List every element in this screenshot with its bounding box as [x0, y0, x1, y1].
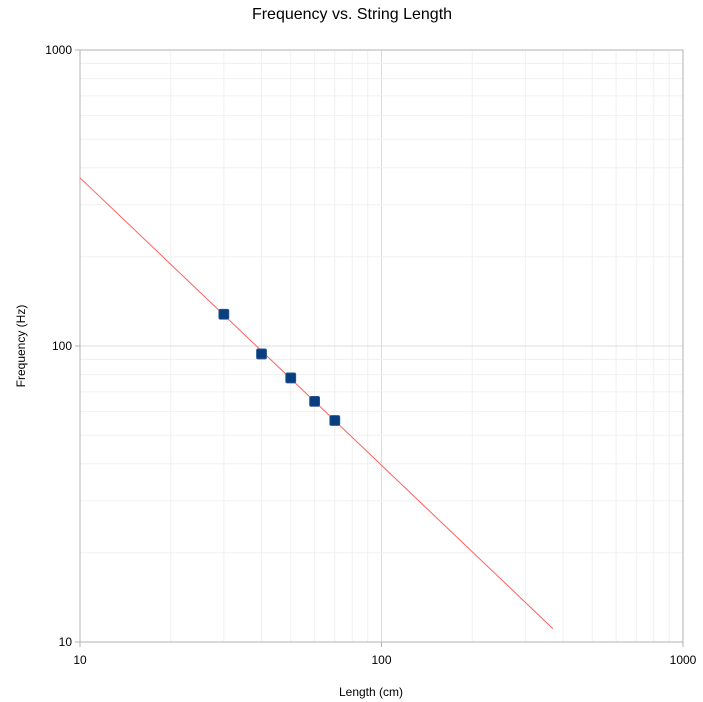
data-point	[309, 395, 321, 407]
data-point	[256, 348, 267, 360]
y-tick-label: 100	[52, 339, 72, 353]
grid	[79, 50, 683, 643]
y-axis-tick-labels: 10 100 1000	[45, 43, 72, 649]
y-tick-label: 10	[59, 635, 73, 649]
axis-ticks	[75, 49, 684, 647]
x-axis-label: Length (cm)	[339, 685, 403, 699]
chart-title: Frequency vs. String Length	[252, 6, 452, 23]
data-point	[285, 372, 297, 384]
y-tick-label: 1000	[45, 43, 72, 57]
x-tick-label: 1000	[670, 653, 697, 667]
x-axis-tick-labels: 10 100 1000	[73, 653, 696, 667]
data-point	[329, 415, 341, 426]
series-layer	[79, 177, 554, 629]
y-axis-label: Frequency (Hz)	[14, 305, 28, 388]
x-tick-label: 10	[73, 653, 87, 667]
data-point	[218, 308, 230, 320]
x-tick-label: 100	[371, 653, 391, 667]
